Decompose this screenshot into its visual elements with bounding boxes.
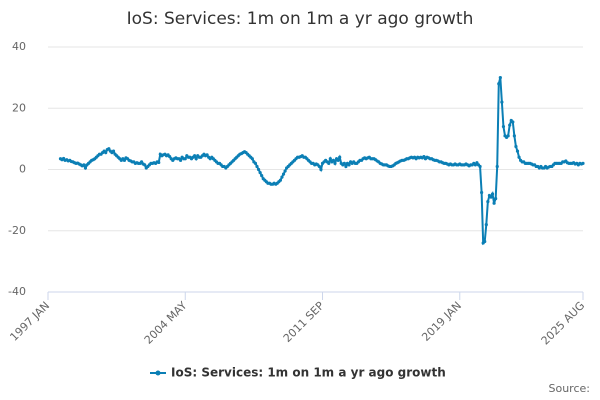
data-point xyxy=(327,161,331,165)
data-point xyxy=(328,157,332,161)
data-point xyxy=(82,163,86,167)
data-point xyxy=(193,154,197,158)
data-point xyxy=(480,190,484,195)
data-point xyxy=(497,82,501,86)
data-point xyxy=(581,161,585,165)
data-point xyxy=(347,163,351,167)
data-point xyxy=(484,223,488,227)
y-tick-label: 40 xyxy=(12,40,26,53)
data-point xyxy=(511,120,515,124)
data-point xyxy=(515,149,520,153)
data-point xyxy=(495,164,499,169)
data-point xyxy=(333,161,337,165)
data-point xyxy=(517,155,521,159)
data-point xyxy=(255,164,259,169)
data-point xyxy=(486,200,490,204)
data-point xyxy=(492,201,496,205)
x-tick-label: 1997 JAN xyxy=(7,299,52,344)
data-point xyxy=(83,166,88,170)
data-point xyxy=(344,164,348,169)
data-point xyxy=(508,123,512,127)
data-point xyxy=(281,172,286,176)
data-point xyxy=(506,134,510,138)
data-point xyxy=(331,158,336,162)
x-tick-label: 2019 JAN xyxy=(419,299,464,344)
data-point xyxy=(498,76,502,80)
data-point xyxy=(205,153,209,157)
y-tick-label: 0 xyxy=(19,163,26,176)
data-point xyxy=(258,170,262,175)
data-point xyxy=(178,158,183,162)
data-point xyxy=(483,239,487,244)
data-point xyxy=(260,174,264,178)
data-point xyxy=(338,155,342,159)
legend-marker xyxy=(155,370,161,376)
data-point xyxy=(143,163,147,167)
source: Source: xyxy=(549,382,591,395)
data-point xyxy=(490,192,495,196)
data-point xyxy=(194,157,198,161)
data-point xyxy=(104,151,108,155)
data-point xyxy=(514,144,518,149)
data-point xyxy=(494,196,498,201)
y-tick-label: 20 xyxy=(12,101,26,114)
data-point xyxy=(501,125,506,129)
data-point xyxy=(500,100,504,104)
data-point xyxy=(122,158,127,162)
data-point xyxy=(283,169,287,173)
data-point xyxy=(278,178,283,182)
data-point xyxy=(319,167,323,172)
legend-label: IoS: Services: 1m on 1m a yr ago growth xyxy=(171,366,446,380)
data-point xyxy=(107,147,111,151)
x-tick-label: 2011 SEP xyxy=(281,299,327,345)
data-point xyxy=(111,149,116,153)
data-point xyxy=(183,157,187,161)
y-tick-label: -40 xyxy=(8,285,26,298)
data-point xyxy=(250,157,254,161)
chart-title: IoS: Services: 1m on 1m a yr ago growth xyxy=(127,9,474,29)
data-point xyxy=(256,167,261,172)
series-line xyxy=(59,77,584,246)
data-point xyxy=(512,134,516,138)
data-point xyxy=(157,160,161,165)
data-point xyxy=(336,158,340,162)
x-tick-label: 2004 MAY xyxy=(142,299,190,347)
data-point xyxy=(317,164,321,169)
y-tick-label: -20 xyxy=(8,224,26,237)
data-point xyxy=(478,164,482,169)
x-tick-label: 2025 AUG xyxy=(539,299,588,348)
data-point xyxy=(342,161,346,165)
data-point xyxy=(489,195,493,199)
data-point xyxy=(253,161,258,165)
data-point xyxy=(280,175,284,179)
